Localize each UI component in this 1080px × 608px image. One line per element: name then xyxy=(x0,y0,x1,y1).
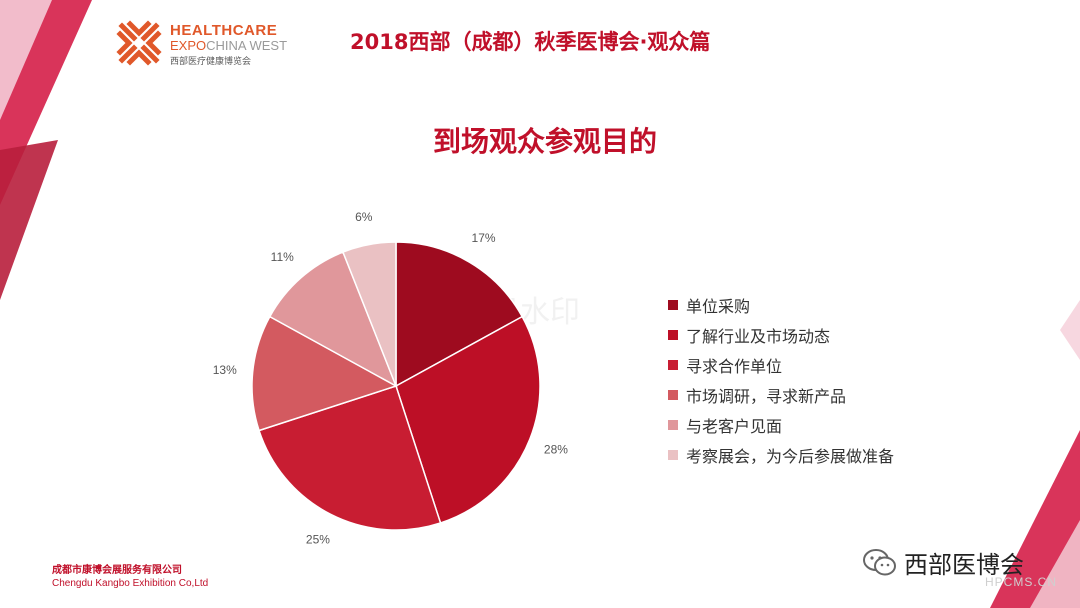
pie-slice xyxy=(258,385,442,531)
pie-slice xyxy=(268,251,398,388)
legend-swatch xyxy=(668,390,678,400)
legend-item: 单位采购 xyxy=(668,290,894,320)
legend-label: 单位采购 xyxy=(686,297,751,316)
legend-item: 与老客户见面 xyxy=(668,410,894,440)
pie-slice xyxy=(395,315,541,524)
chart-legend: 单位采购了解行业及市场动态 寻求合作单位市场调研，寻求新产品 与老客户见面考察展会，… xyxy=(668,290,894,470)
pie-slice xyxy=(395,241,524,388)
legend-item: 考察展会，为今后参展做准备 xyxy=(668,440,894,470)
site-watermark: HPCMS.CN xyxy=(985,575,1058,589)
legend-swatch xyxy=(668,300,678,310)
logo-text-cn: 西部医疗健康博览会 xyxy=(170,57,252,67)
header-title: 2018西部（成都）秋季医博会·观众篇 xyxy=(350,30,711,54)
company-info: 成都市康博会展服务有限公司 Chengdu Kangbo Exhibition … xyxy=(52,561,208,589)
pie-slice-label: 17% xyxy=(472,231,496,245)
legend-swatch xyxy=(668,450,678,460)
legend-label: 考察展会，为今后参展做准备 xyxy=(686,447,895,466)
logo-text-china-west: CHINA WEST xyxy=(206,38,288,53)
legend-label: 寻求合作单位 xyxy=(686,357,783,376)
pie-slice-label: 25% xyxy=(306,532,330,546)
logo-text-healthcare: HEALTHCARE xyxy=(170,22,278,39)
pie-slice xyxy=(251,315,398,432)
legend-swatch xyxy=(668,420,678,430)
legend-label: 与老客户见面 xyxy=(686,417,783,436)
chart-title: 到场观众参观目的 xyxy=(432,125,657,158)
wechat-account: 西部医博会 xyxy=(862,545,1024,580)
healthcare-expo-logo: HEALTHCARE EXPOCHINA WEST 西部医疗健康博览会 xyxy=(116,18,316,70)
company-name-cn: 成都市康博会展服务有限公司 xyxy=(52,565,182,576)
legend-swatch xyxy=(668,330,678,340)
pie-slice xyxy=(342,241,397,387)
legend-swatch xyxy=(668,360,678,370)
legend-item: 了解行业及市场动态 xyxy=(668,320,894,350)
company-name-en: Chengdu Kangbo Exhibition Co,Ltd xyxy=(52,578,209,589)
pie-slice-label: 6% xyxy=(355,210,373,224)
legend-item: 市场调研，寻求新产品 xyxy=(668,380,894,410)
wechat-account-name: 西部医博会 xyxy=(904,551,1024,579)
logo-text-expo-word: EXPO xyxy=(170,38,207,53)
logo-text-expo: EXPOCHINA WEST xyxy=(170,38,287,53)
legend-item: 寻求合作单位 xyxy=(668,350,894,380)
legend-label: 市场调研，寻求新产品 xyxy=(686,387,847,406)
legend-label: 了解行业及市场动态 xyxy=(686,327,831,346)
pie-slice-label: 13% xyxy=(213,363,237,377)
logo-mark-icon xyxy=(116,20,162,66)
pie-slice-label: 11% xyxy=(271,250,294,264)
wechat-icon xyxy=(863,548,896,575)
pie-slice-label: 28% xyxy=(544,442,568,456)
